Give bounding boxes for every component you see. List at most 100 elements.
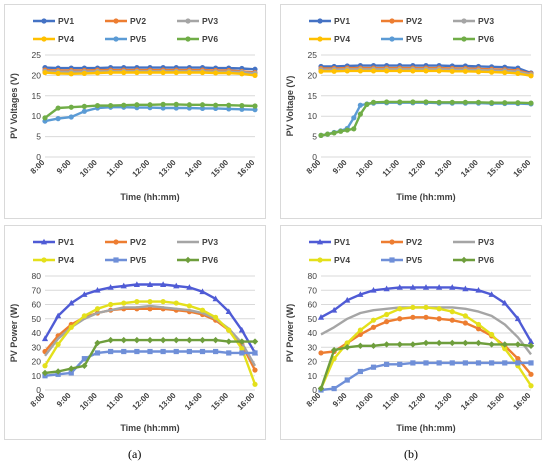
- x-tick-label: 11:00: [381, 391, 402, 412]
- data-point: [186, 303, 192, 309]
- data-point: [344, 344, 351, 351]
- legend-swatch-marker: [41, 36, 47, 42]
- data-point: [81, 70, 87, 76]
- data-point: [449, 309, 455, 315]
- legend-label: PV3: [202, 16, 218, 26]
- legend-label: PV5: [130, 34, 146, 44]
- data-point: [55, 116, 61, 122]
- data-point: [81, 313, 87, 319]
- data-point: [462, 285, 469, 292]
- x-tick-label: 13:00: [433, 158, 454, 179]
- legend-label: PV2: [130, 237, 146, 247]
- series-pv3: [44, 304, 257, 367]
- data-point: [423, 314, 429, 320]
- chart-legend: PV1 PV2 PV3 PV4 PV5 PV6: [33, 237, 218, 265]
- data-point: [134, 102, 140, 108]
- series-pv5: [318, 100, 534, 138]
- data-point: [514, 315, 521, 322]
- data-point: [42, 363, 48, 369]
- x-tick-label: 16:00: [236, 391, 257, 412]
- data-point: [68, 71, 74, 77]
- data-point: [370, 99, 377, 105]
- data-point: [383, 285, 390, 292]
- data-point: [397, 316, 403, 322]
- data-point: [226, 102, 232, 108]
- y-tick-label: 70: [32, 285, 42, 295]
- data-point: [344, 296, 351, 303]
- data-point: [423, 68, 429, 74]
- series-pv6: [41, 336, 259, 377]
- data-point: [501, 341, 508, 348]
- data-point: [489, 100, 495, 106]
- chart-legend: PV1 PV2 PV3 PV4 PV5 PV6: [309, 16, 494, 44]
- data-point: [226, 106, 232, 112]
- y-tick-label: 10: [32, 111, 42, 121]
- data-point: [94, 350, 101, 356]
- data-point: [462, 99, 468, 105]
- data-point: [252, 103, 258, 109]
- data-point: [423, 360, 429, 366]
- y-tick-label: 0: [36, 385, 41, 395]
- data-point: [384, 361, 390, 367]
- y-tick-label: 70: [308, 285, 318, 295]
- data-point: [55, 312, 62, 319]
- data-point: [251, 338, 259, 345]
- data-point: [68, 299, 75, 306]
- data-point: [133, 336, 141, 344]
- data-point: [173, 69, 179, 76]
- data-point: [396, 341, 403, 348]
- legend-item: PV1: [33, 16, 74, 26]
- data-point: [147, 102, 153, 108]
- data-point: [121, 102, 127, 108]
- data-point: [397, 306, 403, 312]
- data-point: [436, 284, 443, 290]
- data-point: [41, 335, 49, 342]
- y-axis-title: PV Power (W): [285, 304, 295, 363]
- data-point: [397, 99, 403, 105]
- legend-label: PV1: [58, 237, 74, 247]
- data-point: [94, 102, 101, 109]
- data-point: [134, 69, 140, 76]
- data-point: [107, 336, 114, 344]
- y-tick-label: 25: [308, 50, 318, 60]
- power-chart-b: PV1 PV2 PV3 PV4 PV5 PV6 0 10 20 30 40 50 60 70 80 8:00 9…: [285, 237, 535, 433]
- legend-label: PV3: [478, 237, 494, 247]
- x-tick-label: 15:00: [209, 158, 230, 179]
- y-tick-label: 50: [32, 314, 42, 324]
- data-point: [384, 68, 390, 74]
- data-point: [462, 339, 469, 347]
- legend-item: PV6: [453, 255, 494, 265]
- data-point: [397, 361, 403, 367]
- data-point: [370, 324, 377, 330]
- data-point: [502, 69, 508, 76]
- data-point: [199, 336, 206, 344]
- legend-label: PV1: [58, 16, 74, 26]
- data-point: [384, 319, 390, 325]
- legend-item: PV6: [177, 34, 218, 44]
- x-tick-label: 8:00: [305, 158, 323, 176]
- data-point: [449, 339, 456, 347]
- data-point: [147, 299, 153, 305]
- x-tick-label: 12:00: [407, 391, 428, 412]
- data-point: [409, 341, 417, 348]
- figure-caption-b: (b): [404, 447, 418, 461]
- data-point: [212, 295, 219, 302]
- y-tick-label: 40: [308, 328, 318, 338]
- figure-caption-a: (a): [128, 447, 142, 461]
- legend-item: PV5: [381, 34, 422, 44]
- data-point: [357, 368, 363, 375]
- data-point: [121, 348, 127, 355]
- data-point: [502, 360, 508, 366]
- data-point: [238, 326, 245, 333]
- y-tick-label: 80: [308, 271, 318, 281]
- data-point: [239, 71, 245, 77]
- data-point: [502, 346, 508, 352]
- legend-swatch-marker: [113, 257, 119, 263]
- data-point: [528, 73, 534, 79]
- gridlines: [321, 275, 531, 391]
- y-tick-label: 10: [32, 371, 42, 381]
- x-tick-label: 9:00: [331, 391, 349, 409]
- x-tick-label: 9:00: [331, 158, 349, 176]
- data-point: [475, 339, 482, 347]
- legend-item: PV4: [309, 255, 350, 265]
